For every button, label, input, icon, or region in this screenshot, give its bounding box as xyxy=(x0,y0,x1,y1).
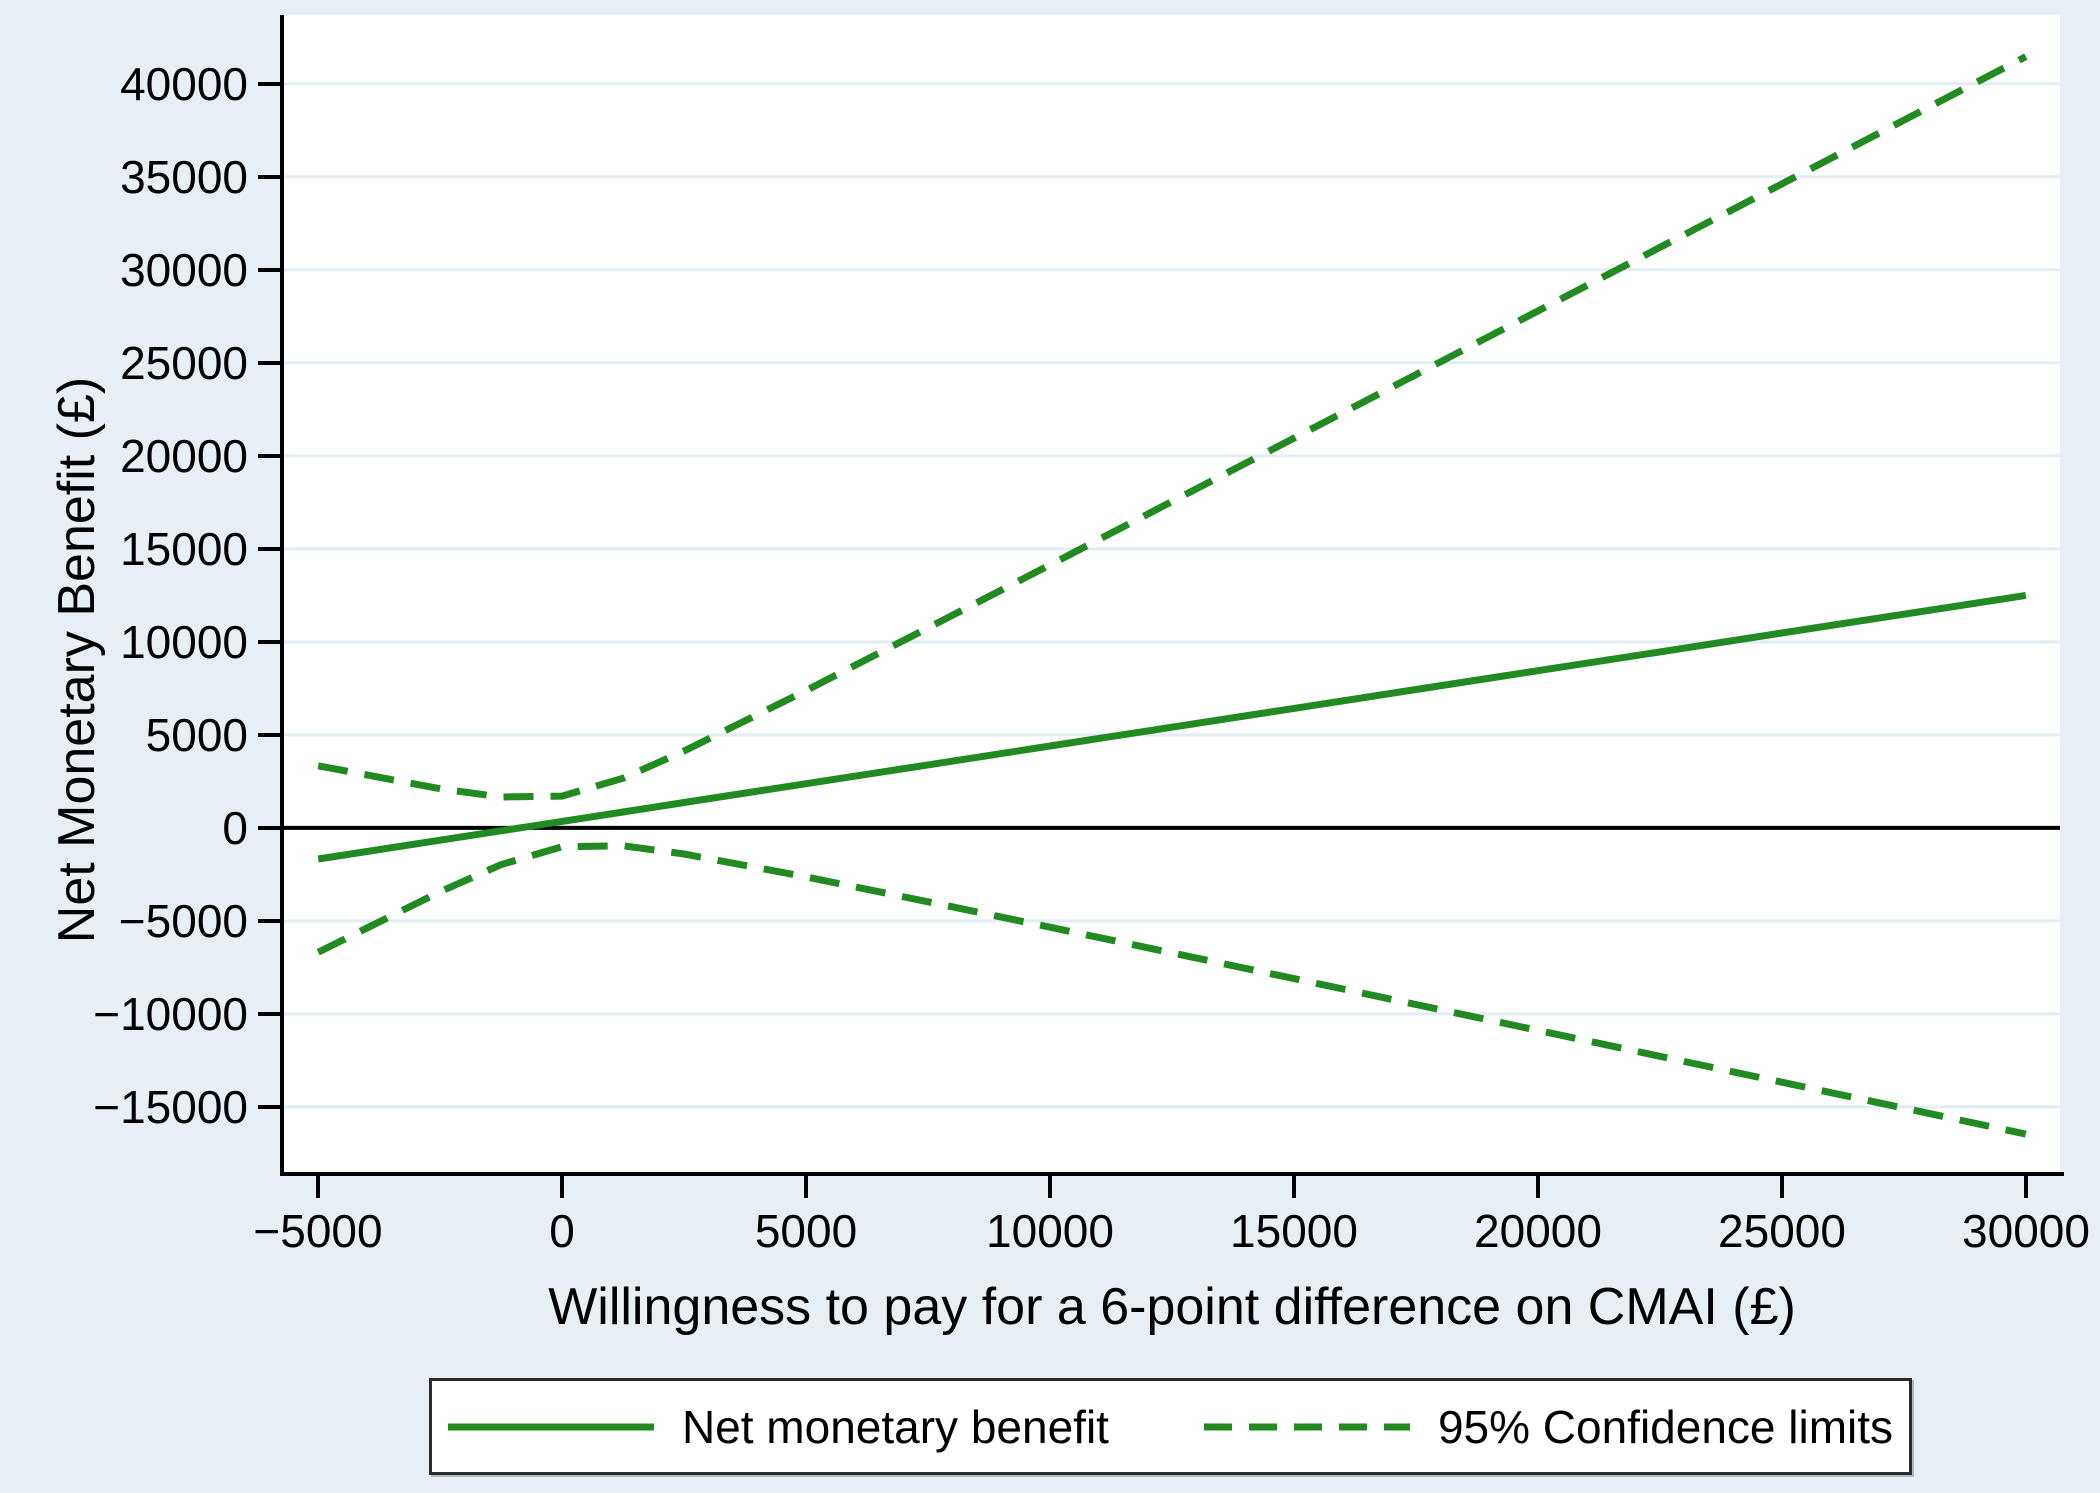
plot-canvas xyxy=(284,53,2060,1138)
x-tick-label: 25000 xyxy=(1718,1205,1846,1257)
gridlines xyxy=(284,82,2060,1109)
ci-lower-line xyxy=(316,842,2027,1138)
nmb-line xyxy=(317,591,2027,863)
y-tick-label: 0 xyxy=(222,802,248,854)
legend-item-ci: 95% Confidence limits xyxy=(1203,1400,1894,1454)
x-tick xyxy=(1292,1176,1296,1198)
x-tick-label: 0 xyxy=(549,1205,575,1257)
y-tick-label: 35000 xyxy=(120,151,248,203)
legend-item-nmb: Net monetary benefit xyxy=(447,1400,1109,1454)
legend-box: Net monetary benefit 95% Confidence limi… xyxy=(429,1378,1912,1475)
x-tick xyxy=(560,1176,564,1198)
legend-label-nmb: Net monetary benefit xyxy=(681,1400,1109,1453)
x-tick-label: 15000 xyxy=(1230,1205,1358,1257)
x-tick xyxy=(1780,1176,1784,1198)
x-tick-label: 10000 xyxy=(986,1205,1114,1257)
y-tick xyxy=(258,1012,282,1016)
x-tick-label: 20000 xyxy=(1474,1205,1602,1257)
y-tick xyxy=(258,733,282,737)
y-tick-label: 25000 xyxy=(120,337,248,389)
y-tick xyxy=(258,919,282,923)
plot-area xyxy=(284,15,2060,1172)
x-axis-line xyxy=(280,1172,2064,1176)
y-tick-label: 10000 xyxy=(120,616,248,668)
y-tick-label: −5000 xyxy=(118,895,248,947)
y-tick xyxy=(258,268,282,272)
y-tick-label: 5000 xyxy=(145,709,248,761)
y-axis-line xyxy=(280,15,284,1176)
x-tick-label: 5000 xyxy=(754,1205,858,1257)
x-tick-label: −5000 xyxy=(253,1205,383,1257)
y-tick xyxy=(258,82,282,86)
x-tick xyxy=(1536,1176,1540,1198)
y-tick xyxy=(258,1105,282,1109)
y-tick xyxy=(258,361,282,365)
y-tick-label: −10000 xyxy=(93,988,248,1040)
x-axis-title: Willingness to pay for a 6-point differe… xyxy=(548,1278,1796,1336)
y-tick xyxy=(258,640,282,644)
y-tick-label: −15000 xyxy=(93,1081,248,1133)
x-tick xyxy=(804,1176,808,1198)
y-tick-label: 40000 xyxy=(120,58,248,110)
legend-solid-swatch xyxy=(447,1423,654,1430)
y-tick xyxy=(258,826,282,830)
y-axis-title: Net Monetary Benefit (£) xyxy=(48,376,106,944)
y-tick-label: 15000 xyxy=(120,523,248,575)
y-tick xyxy=(258,547,282,551)
x-tick xyxy=(2024,1176,2028,1198)
legend-dashed-swatch xyxy=(1203,1423,1410,1430)
y-tick xyxy=(258,454,282,458)
x-tick xyxy=(1048,1176,1052,1198)
x-tick-label: 30000 xyxy=(1962,1205,2090,1257)
legend-label-ci: 95% Confidence limits xyxy=(1437,1400,1894,1453)
y-tick-label: 30000 xyxy=(120,244,248,296)
x-tick xyxy=(316,1176,320,1198)
y-tick-label: 20000 xyxy=(120,430,248,482)
ci-upper-line xyxy=(317,53,2028,801)
y-tick xyxy=(258,175,282,179)
